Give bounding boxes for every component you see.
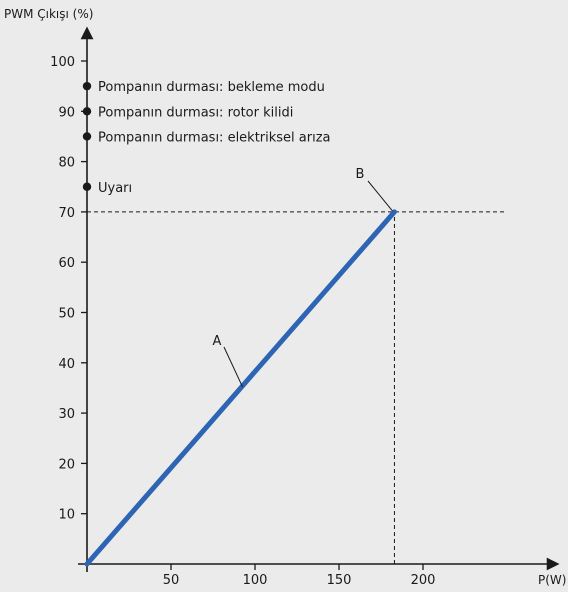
status-label-3: Pompanın durması: elektriksel arıza	[98, 130, 331, 145]
ticks-layer: 10 20 30 40 50 60 70 80 90 100 50 100 150 200	[50, 55, 435, 588]
y-tick-label: 80	[58, 156, 75, 171]
x-tick-label: 200	[411, 573, 436, 588]
reference-lines	[87, 211, 507, 564]
x-tick-label: 50	[163, 573, 180, 588]
x-axis-title: P(W)	[538, 573, 566, 587]
status-markers: Pompanın durması: bekleme modu Pompanın d…	[82, 80, 331, 196]
y-tick-label: 20	[58, 457, 75, 472]
callout-a-leader	[223, 346, 244, 388]
status-dot-4	[82, 182, 92, 191]
series-layer	[84, 209, 397, 567]
status-label-1: Pompanın durması: bekleme modu	[98, 80, 325, 95]
status-dot-3	[82, 132, 92, 141]
y-tick-label: 10	[58, 508, 75, 523]
status-dot-2	[82, 107, 92, 116]
status-label-4: Uyarı	[98, 181, 132, 196]
callout-b-label: B	[356, 167, 365, 182]
x-tick-label: 150	[327, 573, 352, 588]
y-tick-label: 30	[58, 407, 75, 422]
y-tick-label: 90	[58, 105, 75, 120]
series-line-1	[84, 209, 397, 567]
y-axis-title: PWM Çıkışı (%)	[4, 7, 93, 21]
callout-a-label: A	[213, 334, 222, 349]
y-tick-label: 100	[50, 55, 75, 70]
status-dot-1	[82, 81, 92, 91]
callout-b-leader	[367, 180, 393, 212]
status-label-2: Pompanın durması: rotor kilidi	[98, 105, 293, 120]
x-tick-label: 100	[243, 573, 268, 588]
y-tick-label: 40	[58, 357, 75, 372]
y-tick-label: 70	[58, 206, 75, 221]
callouts: AB	[213, 167, 393, 388]
y-tick-label: 60	[58, 256, 75, 271]
y-tick-label: 50	[58, 307, 75, 322]
